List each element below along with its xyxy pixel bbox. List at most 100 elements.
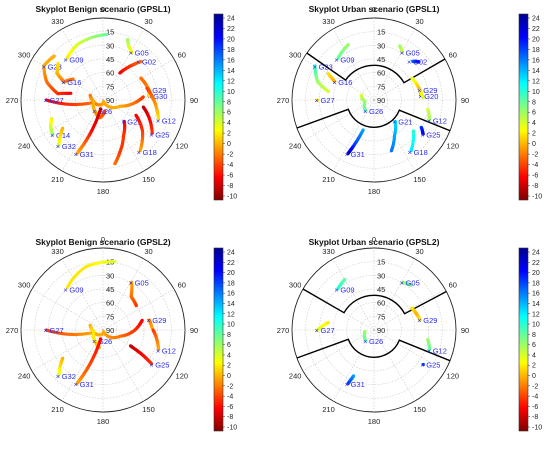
colorbar-tick-label: 18 [227,280,235,287]
track-point [364,108,368,112]
azimuth-tick-label: 300 [289,281,302,290]
elevation-tick-label: 75 [106,82,114,91]
track-point [140,318,144,322]
satellite-marker: × [345,150,349,159]
colorbar [213,13,224,201]
satellite-track-g25 [141,105,154,135]
elevation-ring [89,316,117,344]
colorbar-tick-label: 0 [532,373,536,380]
satellite-label: G31 [80,150,94,159]
elevation-tick-label: 30 [106,271,114,280]
satellite-marker: × [363,337,367,346]
satellite-label: G31 [351,380,365,389]
azimuth-tick-label: 210 [51,405,64,414]
colorbar-tick-label: -4 [227,394,233,401]
azimuth-tick-label: 30 [144,17,152,26]
satellite-track-g02 [411,59,421,64]
azimuth-tick-label: 90 [461,326,469,335]
satellite-label: G25 [155,361,169,370]
satellite-track-g26 [359,93,368,112]
azimuth-tick-label: 90 [190,96,198,105]
satellite-label: G23 [48,62,62,71]
track-point [346,151,350,156]
satellite-marker: × [156,116,160,125]
azimuth-tick-label: 0 [372,235,376,244]
satellite-marker: × [427,116,431,125]
satellite-label: G18 [414,148,428,157]
elevation-tick-label: 90 [377,326,385,335]
satellite-label: G32 [62,372,76,381]
satellite-marker: × [418,92,422,101]
satellite-track-g31 [346,374,356,386]
satellite-track-g23 [42,54,73,96]
satellite-marker: × [121,117,125,126]
track-point [315,98,320,102]
elevation-ring [305,261,443,399]
track-point [75,151,79,156]
elevation-ring [332,288,416,372]
satellite-track-g18 [134,113,145,153]
azimuth-tick-label: 330 [322,17,335,26]
azimuth-tick-label: 330 [51,17,64,26]
colorbar-tick-label: 10 [227,322,235,329]
colorbar-tick-label: 12 [532,311,540,318]
satellite-track-g29 [147,318,154,330]
satellite-marker: × [56,372,60,381]
satellite-marker: × [427,346,431,355]
track-point [146,94,151,98]
satellite-label: G31 [80,380,94,389]
colorbar-tick-label: -2 [532,383,538,390]
track-point [51,132,55,137]
satellite-label: G21 [398,117,412,126]
satellite-marker: × [74,150,78,159]
colorbar-tick-label: 22 [227,260,235,267]
track-point [113,162,117,166]
elevation-tick-label: 15 [106,28,114,37]
satellite-track-g05 [401,280,413,287]
satellite-marker: × [146,316,150,325]
elevation-ring [34,31,172,169]
satellite-marker: × [392,117,396,126]
elevation-tick-label: 75 [377,312,385,321]
satellite-marker: × [315,326,319,335]
azimuth-tick-label: 60 [178,51,186,60]
chart-title: Skyplot Benign scenario (GPSL1) [35,4,170,14]
satellite-track-g16 [55,61,75,84]
track-point [134,304,138,308]
track-point [326,89,330,94]
colorbar-tick-label: -10 [532,194,542,201]
satellite-label: G12 [162,116,176,125]
satellite-marker: × [420,131,424,140]
elevation-ring [360,316,388,344]
track-point [428,117,432,122]
satellite-track-g12 [151,328,161,352]
satellite-marker: × [315,96,319,105]
colorbar-tick-label: -4 [227,162,233,169]
satellite-marker: × [92,107,96,116]
colorbar-tick-label: 10 [227,89,235,96]
colorbar-tick-label: 22 [532,26,540,33]
azimuth-tick-label: 210 [51,175,64,184]
azimuth-tick-label: 120 [176,372,189,381]
track-point [409,283,413,287]
azimuth-tick-label: 150 [142,175,155,184]
satellite-track-g05 [129,280,138,308]
satellite-track-g12 [145,86,161,122]
satellite-label: G25 [426,361,440,370]
colorbar-tick-label: 0 [227,141,231,148]
colorbar-tick-label: 8 [532,99,536,106]
colorbar-tick-label: 4 [532,352,536,359]
satellite-track-g31 [75,337,103,386]
track-point [126,38,130,42]
satellite-track-g29 [418,88,425,100]
track-point [418,318,422,322]
satellite-label: G18 [143,148,157,157]
satellite-label: G14 [56,131,70,140]
elevation-tick-label: 75 [106,312,114,321]
satellite-label: G21 [127,117,141,126]
colorbar-tick-label: 6 [532,342,536,349]
satellite-marker: × [74,380,78,389]
elevation-tick-label: 60 [377,69,385,78]
elevation-tick-label: 90 [106,96,114,105]
